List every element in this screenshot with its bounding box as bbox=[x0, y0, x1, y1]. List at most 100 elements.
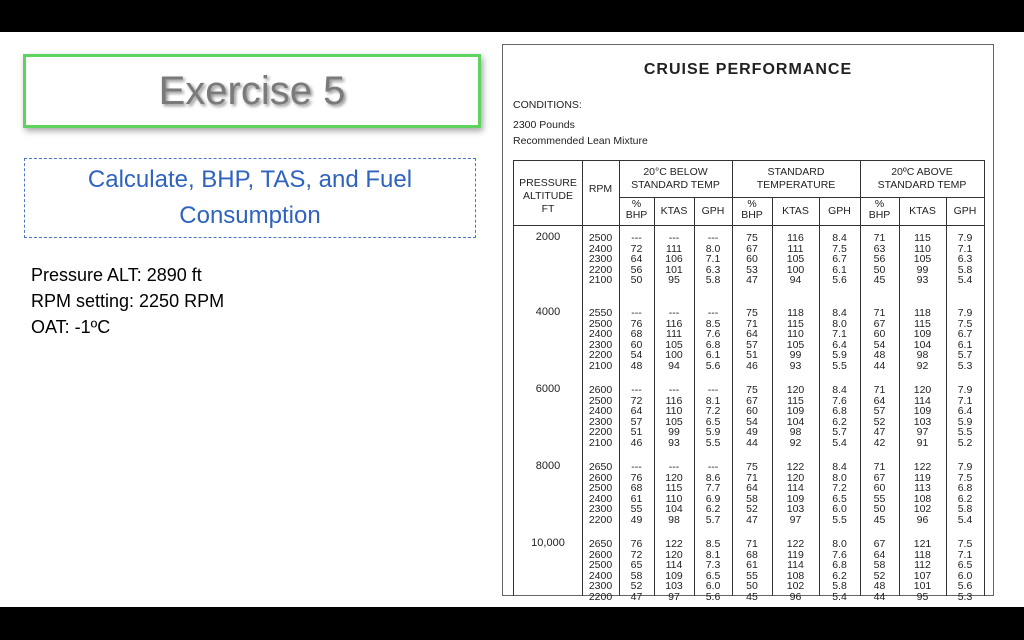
ktas-column: 115 110 105 99 93 bbox=[913, 232, 932, 287]
gph-column: --- 8.1 7.2 6.5 5.9 5.5 bbox=[705, 384, 721, 449]
bhp-column: 75 71 64 58 52 47 bbox=[746, 461, 758, 526]
gph-column: --- 8.6 7.7 6.9 6.2 5.7 bbox=[705, 461, 721, 526]
header-text: STANDARD TEMP bbox=[631, 179, 720, 191]
ktas-column: 122 119 114 108 102 96 bbox=[786, 538, 805, 603]
header-text: FT bbox=[541, 203, 555, 215]
gph-column: 7.9 7.5 6.7 6.1 5.7 5.3 bbox=[957, 307, 973, 372]
cruise-performance-chart: CRUISE PERFORMANCE CONDITIONS: 2300 Poun… bbox=[502, 44, 994, 602]
altitude-label: 2000 bbox=[535, 231, 561, 243]
bhp-column: 71 63 56 50 45 bbox=[873, 232, 886, 287]
header-gph: GPH bbox=[953, 205, 977, 217]
ktas-column: 120 114 109 103 97 91 bbox=[913, 384, 932, 449]
bhp-column: 71 68 61 55 50 45 bbox=[746, 538, 758, 603]
given-rpm-setting: RPM setting: 2250 RPM bbox=[31, 291, 225, 311]
header-pressure-altitude: PRESSURE ALTITUDE FT bbox=[514, 177, 582, 216]
condition-mixture: Recommended Lean Mixture bbox=[513, 135, 648, 147]
header-bhp: % BHP bbox=[625, 198, 648, 221]
slide: Exercise 5 Calculate, BHP, TAS, and Fuel… bbox=[0, 32, 1024, 607]
gph-column: 8.5 8.1 7.3 6.5 6.0 5.6 bbox=[705, 538, 721, 603]
bhp-column: 76 72 65 58 52 47 bbox=[630, 538, 643, 603]
slide-title: Exercise 5 bbox=[158, 68, 346, 113]
altitude-label: 8000 bbox=[535, 460, 561, 472]
rpm-column: 2500 2400 2300 2200 2100 bbox=[588, 232, 613, 287]
gph-column: 8.4 7.5 6.7 6.1 5.6 bbox=[832, 232, 847, 287]
task-line-2: Consumption bbox=[179, 202, 321, 229]
ktas-column: 118 115 109 104 98 92 bbox=[913, 307, 932, 372]
header-text: ALTITUDE bbox=[523, 190, 573, 202]
given-oat: OAT: -1ºC bbox=[31, 317, 111, 337]
divider bbox=[860, 161, 861, 596]
bhp-column: 75 67 60 53 47 bbox=[746, 232, 758, 287]
ktas-column: 116 111 105 100 94 bbox=[786, 232, 805, 287]
header-text: STANDARD bbox=[767, 166, 825, 178]
divider bbox=[694, 197, 695, 596]
rpm-column: 2650 2600 2500 2400 2300 2200 bbox=[588, 538, 613, 603]
given-values: Pressure ALT: 2890 ft RPM setting: 2250 … bbox=[31, 262, 224, 340]
gph-column: 7.5 7.1 6.5 6.0 5.6 5.3 bbox=[957, 538, 973, 603]
gph-column: 7.9 7.1 6.4 5.9 5.5 5.2 bbox=[957, 384, 973, 449]
bhp-column: 75 71 64 57 51 46 bbox=[746, 307, 758, 372]
altitude-label: 4000 bbox=[535, 306, 561, 318]
title-box: Exercise 5 bbox=[23, 54, 481, 128]
rpm-column: 2600 2500 2400 2300 2200 2100 bbox=[588, 384, 613, 449]
header-text: 20ºC ABOVE bbox=[891, 166, 953, 178]
gph-column: 7.9 7.1 6.3 5.8 5.4 bbox=[957, 232, 973, 287]
header-text: STANDARD TEMP bbox=[877, 179, 967, 191]
ktas-column: --- 111 106 101 95 bbox=[665, 232, 683, 287]
chart-title: CRUISE PERFORMANCE bbox=[643, 61, 853, 78]
ktas-column: --- 116 110 105 99 93 bbox=[665, 384, 683, 449]
bhp-column: 71 67 60 55 50 45 bbox=[873, 461, 886, 526]
bhp-column: 67 64 58 52 48 44 bbox=[873, 538, 886, 603]
header-text: TEMPERATURE bbox=[756, 179, 836, 191]
divider bbox=[582, 161, 583, 596]
gph-column: 8.4 7.6 6.8 6.2 5.7 5.4 bbox=[832, 384, 847, 449]
gph-column: 8.4 8.0 7.2 6.5 6.0 5.5 bbox=[832, 461, 847, 526]
header-group-below: 20°C BELOW STANDARD TEMP bbox=[619, 166, 732, 192]
header-bhp: % BHP bbox=[741, 198, 763, 221]
divider bbox=[899, 197, 900, 596]
bhp-column: 71 67 60 54 48 44 bbox=[873, 307, 886, 372]
task-line-1: Calculate, BHP, TAS, and Fuel bbox=[87, 166, 413, 193]
header-group-standard: STANDARD TEMPERATURE bbox=[732, 166, 860, 192]
header-group-above: 20ºC ABOVE STANDARD TEMP bbox=[860, 166, 984, 192]
altitude-label: 6000 bbox=[535, 383, 561, 395]
gph-column: 8.4 8.0 7.1 6.4 5.9 5.5 bbox=[832, 307, 847, 372]
header-text: PRESSURE bbox=[519, 177, 577, 189]
ktas-column: 118 115 110 105 99 93 bbox=[786, 307, 805, 372]
bhp-column: --- 72 64 57 51 46 bbox=[630, 384, 643, 449]
performance-table: PRESSURE ALTITUDE FT RPM 20°C BELOW STAN… bbox=[513, 160, 985, 602]
given-pressure-altitude: Pressure ALT: 2890 ft bbox=[31, 265, 202, 285]
header-gph: GPH bbox=[828, 205, 851, 217]
header-text: 20°C BELOW bbox=[643, 166, 708, 178]
bhp-column: 75 67 60 54 49 44 bbox=[746, 384, 758, 449]
header-bhp: % BHP bbox=[868, 198, 891, 221]
ktas-column: 120 115 109 104 98 92 bbox=[786, 384, 805, 449]
divider bbox=[772, 197, 773, 596]
gph-column: 7.9 7.5 6.8 6.2 5.8 5.4 bbox=[957, 461, 973, 526]
bhp-column: --- 76 68 60 54 48 bbox=[630, 307, 643, 372]
bhp-column: --- 76 68 61 55 49 bbox=[630, 461, 643, 526]
divider bbox=[819, 197, 820, 596]
gph-column: --- 8.5 7.6 6.8 6.1 5.6 bbox=[705, 307, 721, 372]
task-box: Calculate, BHP, TAS, and Fuel Consumptio… bbox=[24, 158, 476, 238]
header-ktas: KTAS bbox=[909, 205, 936, 217]
divider bbox=[654, 197, 655, 596]
altitude-label: 10,000 bbox=[531, 537, 565, 549]
divider bbox=[619, 197, 984, 198]
header-gph: GPH bbox=[701, 205, 725, 217]
ktas-column: 122 119 113 108 102 96 bbox=[913, 461, 932, 526]
ktas-column: 122 120 114 109 103 97 bbox=[786, 461, 805, 526]
ktas-column: --- 120 115 110 104 98 bbox=[665, 461, 683, 526]
conditions: CONDITIONS: 2300 Pounds Recommended Lean… bbox=[513, 97, 648, 149]
divider bbox=[619, 161, 620, 596]
bhp-column: --- 72 64 56 50 bbox=[630, 232, 643, 287]
gph-column: --- 8.0 7.1 6.3 5.8 bbox=[705, 232, 721, 287]
bhp-column: 71 64 57 52 47 42 bbox=[873, 384, 886, 449]
divider bbox=[514, 225, 984, 226]
ktas-column: 122 120 114 109 103 97 bbox=[665, 538, 683, 603]
header-ktas: KTAS bbox=[782, 205, 809, 217]
header-rpm: RPM bbox=[588, 183, 613, 195]
header-ktas: KTAS bbox=[660, 205, 688, 217]
ktas-column: 121 118 112 107 101 95 bbox=[913, 538, 932, 603]
divider bbox=[732, 161, 733, 596]
